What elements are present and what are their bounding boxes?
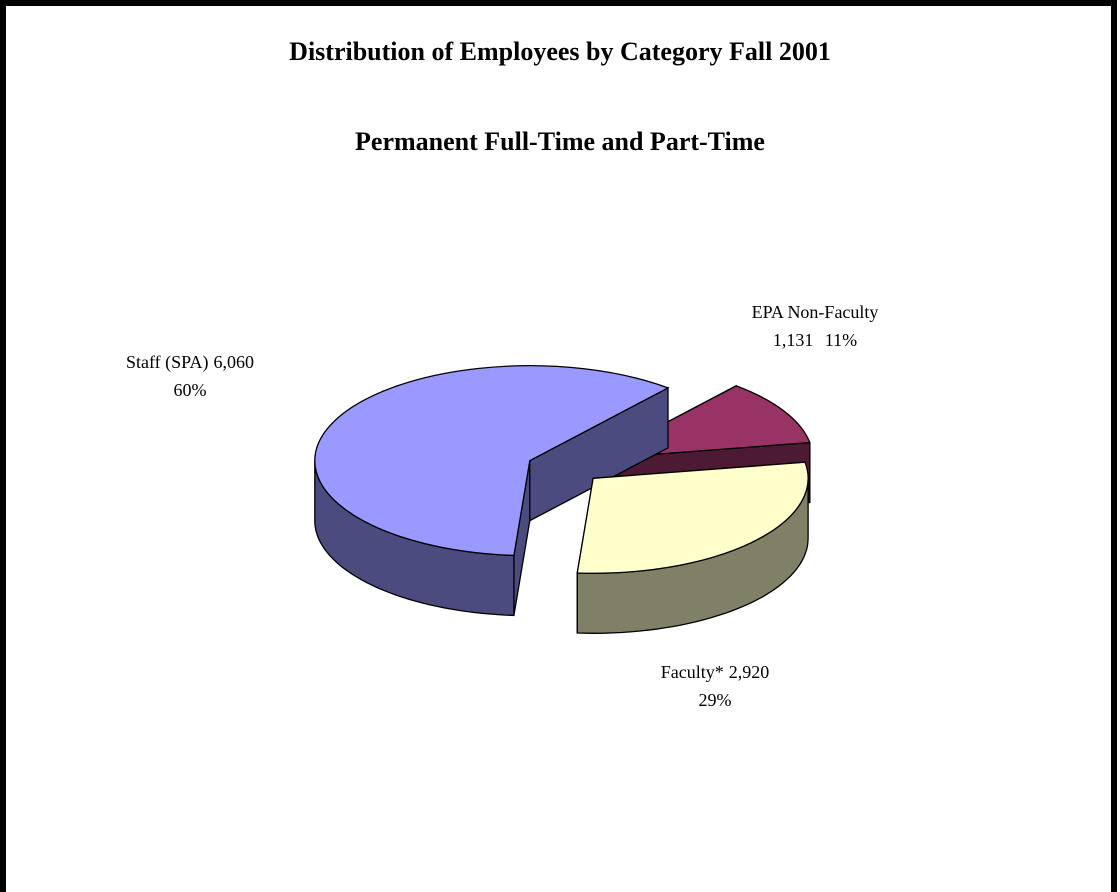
data-label: 29%: [699, 690, 732, 710]
label-part: 1,131: [773, 330, 813, 350]
label-part: 29%: [699, 690, 732, 710]
data-label: Faculty* 2,920: [661, 662, 770, 682]
label-part: 6,060: [214, 352, 255, 372]
label-part: 11%: [825, 330, 857, 350]
chart-title: Distribution of Employees by Category Fa…: [289, 37, 831, 66]
data-label: Staff (SPA) 6,060: [126, 352, 254, 373]
data-label: EPA Non-Faculty: [752, 302, 879, 322]
label-part: EPA Non-Faculty: [752, 302, 879, 322]
label-part: 60%: [174, 380, 207, 400]
label-part: 2,920: [729, 662, 770, 682]
labels: EPA Non-Faculty 1,131 11% Faculty* 2,920 29% S…: [126, 302, 878, 710]
chart-subtitle: Permanent Full-Time and Part-Time: [355, 127, 765, 156]
label-part: Staff (SPA): [126, 352, 209, 373]
slice-top: [576, 461, 809, 574]
label-part: Faculty*: [661, 662, 724, 682]
data-label: 1,131 11%: [773, 330, 857, 350]
pie: [314, 365, 811, 634]
data-label: 60%: [174, 380, 207, 400]
slice-top: [314, 365, 670, 557]
